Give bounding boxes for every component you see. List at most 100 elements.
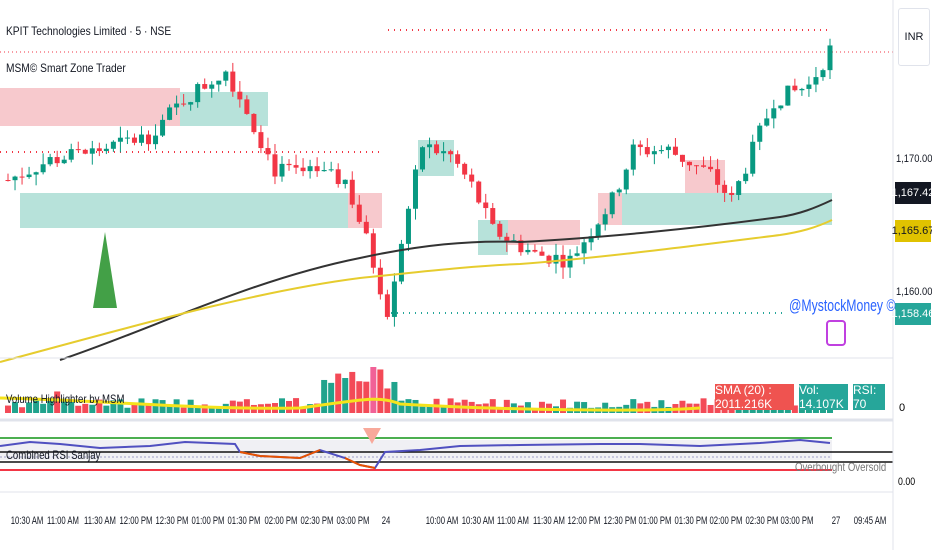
volume-bar [180, 407, 187, 413]
volume-bar [96, 399, 103, 413]
candle [286, 163, 292, 166]
time-label: 11:00 AM [47, 515, 79, 527]
candle [75, 149, 81, 151]
volume-bar [398, 400, 405, 413]
volume-bar [791, 405, 798, 413]
candle [672, 146, 678, 155]
volume-bar [581, 402, 588, 413]
candle [124, 137, 130, 139]
volume-bar [412, 399, 419, 413]
indicator-title[interactable]: MSM© Smart Zone Trader [6, 61, 126, 75]
support-price-tag: 1,158.46 [892, 303, 932, 325]
candle [532, 249, 538, 252]
time-label: 01:00 PM [191, 515, 225, 527]
candle [497, 223, 503, 237]
volume-bar [300, 407, 307, 413]
volume-bar [644, 401, 651, 413]
volume-bar [405, 399, 412, 413]
volume-bar [5, 405, 11, 413]
volume-bar [40, 403, 47, 413]
rsi-label: RSI: 70 [853, 383, 885, 411]
candle [658, 150, 664, 152]
volume-bar [574, 401, 581, 413]
candle [476, 181, 482, 203]
volume-pane-title[interactable]: Volume Highlighter by MSM [6, 392, 125, 406]
rsi-legend: Overbought Oversold [795, 460, 887, 474]
candle [553, 254, 559, 264]
candle [729, 192, 735, 195]
candle [469, 174, 475, 182]
candle [771, 108, 777, 119]
candle [708, 166, 714, 170]
candle [581, 242, 587, 254]
sell-signal-triangle-icon [363, 428, 381, 444]
candle [195, 84, 201, 103]
volume-bar [103, 405, 110, 413]
currency-button[interactable]: INR [898, 8, 930, 66]
volume-bar [426, 405, 433, 413]
candle [420, 147, 426, 170]
volume-bar [293, 398, 300, 413]
volume-bar [321, 379, 328, 413]
demand-zone [478, 220, 508, 255]
rsi-pane-title[interactable]: Combined RSI Sanjay [6, 448, 101, 462]
candle [293, 165, 299, 168]
candle [265, 148, 271, 155]
candle [518, 240, 524, 253]
volume-label: Vol: 14.107K [799, 383, 848, 411]
candle [715, 169, 721, 185]
volume-bar [503, 399, 510, 413]
volume-bar [377, 369, 384, 413]
candle [434, 144, 440, 154]
candle [5, 180, 11, 182]
candle [370, 233, 376, 268]
candle [174, 103, 180, 108]
volume-bar [194, 407, 201, 413]
time-label: 01:30 PM [227, 515, 261, 527]
candle [651, 151, 657, 155]
candle [181, 103, 187, 105]
candle [644, 147, 650, 155]
candle [307, 166, 313, 172]
candle [167, 107, 173, 120]
volume-bar [700, 398, 707, 413]
volume-bar [637, 403, 644, 413]
candle [110, 141, 116, 149]
candle [12, 176, 18, 181]
candle [427, 144, 433, 148]
time-label: 10:30 AM [461, 515, 495, 527]
volume-bar [356, 381, 363, 413]
time-label: 11:30 AM [84, 515, 116, 527]
time-label: 02:30 PM [300, 515, 334, 527]
candle [47, 157, 53, 165]
candle [827, 45, 833, 71]
candle [40, 164, 46, 173]
candle [539, 251, 545, 256]
volume-ma-line [0, 396, 701, 412]
candle [103, 148, 109, 152]
candle [778, 105, 784, 109]
volume-bar [243, 399, 250, 413]
sma-price-tag: 1,165.67 [892, 220, 932, 242]
candle [490, 208, 496, 224]
candle [441, 151, 447, 154]
volume-bar [68, 401, 75, 413]
demand-zone [622, 193, 832, 225]
candle [602, 214, 608, 225]
time-label: 10:30 AM [10, 515, 44, 527]
volume-bar [391, 381, 398, 413]
candle [216, 80, 222, 85]
candle [595, 224, 601, 237]
candle [623, 169, 629, 190]
time-label: 03:00 PM [336, 515, 370, 527]
volume-bar [33, 398, 40, 413]
candle [750, 141, 756, 174]
chart-title: KPIT Technologies Limited · 5 · NSE [6, 24, 172, 38]
candle [792, 85, 798, 91]
candle [209, 84, 215, 89]
candle [483, 202, 489, 209]
candle [574, 253, 580, 256]
candle [455, 154, 461, 164]
candle [722, 184, 728, 193]
